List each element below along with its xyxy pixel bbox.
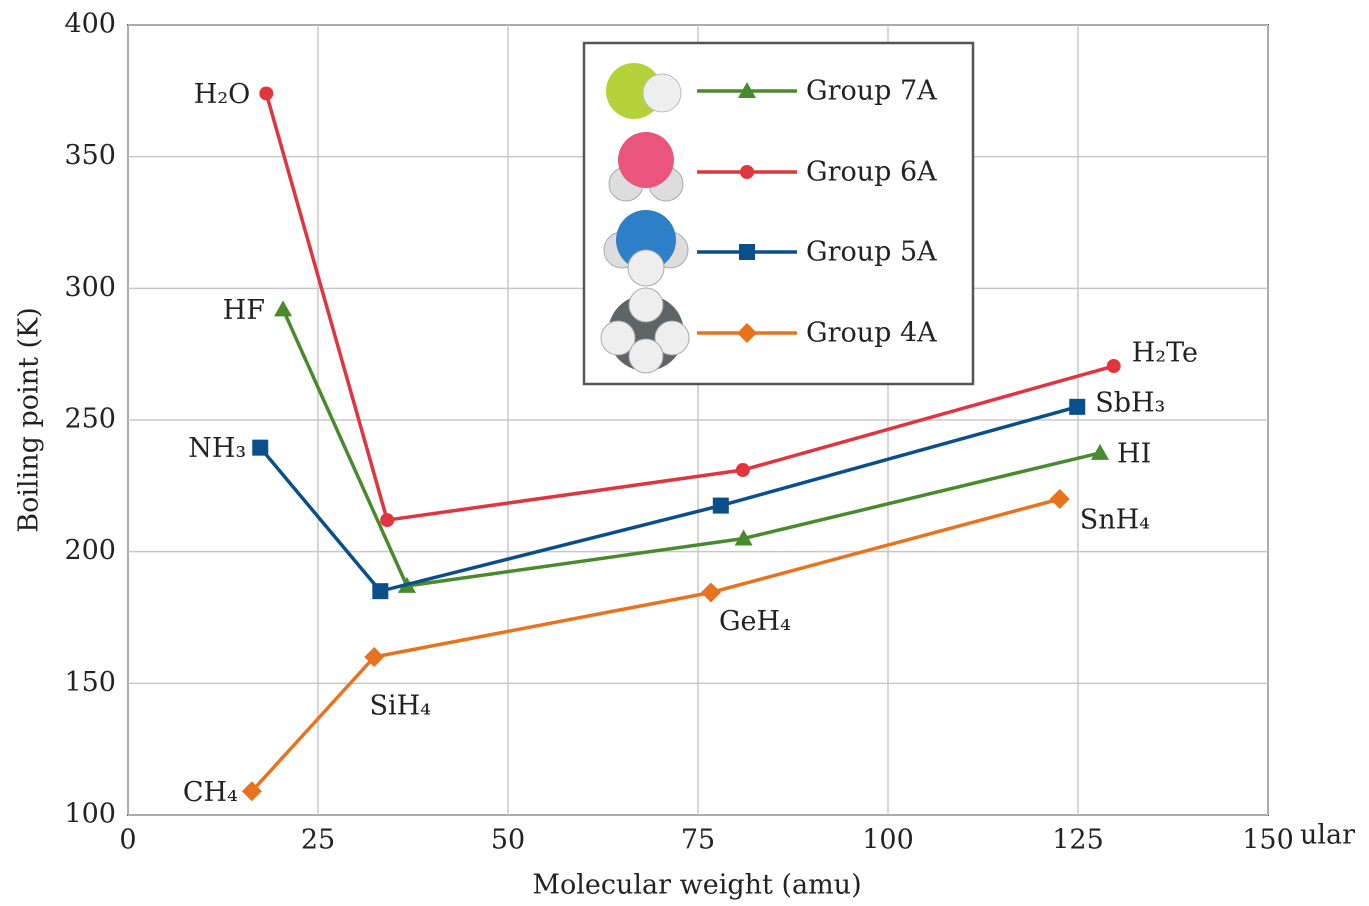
y-axis-title: Boiling point (K) — [14, 307, 45, 533]
marker — [259, 86, 273, 100]
marker — [252, 440, 268, 456]
clipped-annotation: ular — [1300, 820, 1355, 851]
marker — [1107, 359, 1121, 373]
x-tick-label: 0 — [119, 825, 136, 856]
y-tick-label: 400 — [64, 9, 116, 40]
point-label: GeH₄ — [719, 606, 791, 637]
legend: Group 7A Group 6A Group 5A Group 4A — [584, 43, 973, 384]
point-label: HF — [223, 295, 265, 326]
legend-label: Group 6A — [806, 157, 937, 188]
marker — [1050, 489, 1070, 509]
marker — [740, 165, 754, 179]
marker — [739, 244, 755, 260]
point-label: SbH₃ — [1095, 387, 1165, 418]
point-label: H₂O — [194, 79, 251, 110]
marker — [1091, 444, 1109, 460]
x-tick-label: 100 — [862, 825, 914, 856]
point-label: SnH₄ — [1080, 505, 1150, 536]
marker — [1069, 399, 1085, 415]
point-label: NH₃ — [188, 433, 246, 464]
y-tick-label: 250 — [64, 404, 116, 435]
legend-label: Group 7A — [806, 76, 937, 107]
x-tick-label: 25 — [301, 825, 335, 856]
x-axis-title: Molecular weight (amu) — [532, 870, 861, 901]
x-tick-label: 75 — [681, 825, 715, 856]
point-label: HI — [1117, 438, 1151, 469]
point-label: SiH₄ — [369, 691, 431, 722]
chart: Group 7A Group 6A Group 5A Group 4A Molecul… — [0, 0, 1369, 906]
point-label: H₂Te — [1132, 338, 1198, 369]
marker — [736, 463, 750, 477]
point-label: CH₄ — [183, 777, 238, 808]
x-tick-label: 50 — [491, 825, 525, 856]
marker — [372, 583, 388, 599]
series-line — [252, 499, 1060, 791]
y-tick-label: 350 — [64, 140, 116, 171]
y-tick-label: 100 — [64, 799, 116, 830]
x-tick-label: 125 — [1052, 825, 1104, 856]
legend-label: Group 5A — [806, 237, 937, 268]
y-tick-label: 300 — [64, 272, 116, 303]
marker — [274, 300, 292, 316]
marker — [713, 498, 729, 514]
y-tick-label: 200 — [64, 535, 116, 566]
marker — [701, 582, 721, 602]
legend-label: Group 4A — [806, 318, 937, 349]
x-tick-label: 150 — [1242, 825, 1294, 856]
marker — [380, 513, 394, 527]
y-tick-label: 150 — [64, 667, 116, 698]
